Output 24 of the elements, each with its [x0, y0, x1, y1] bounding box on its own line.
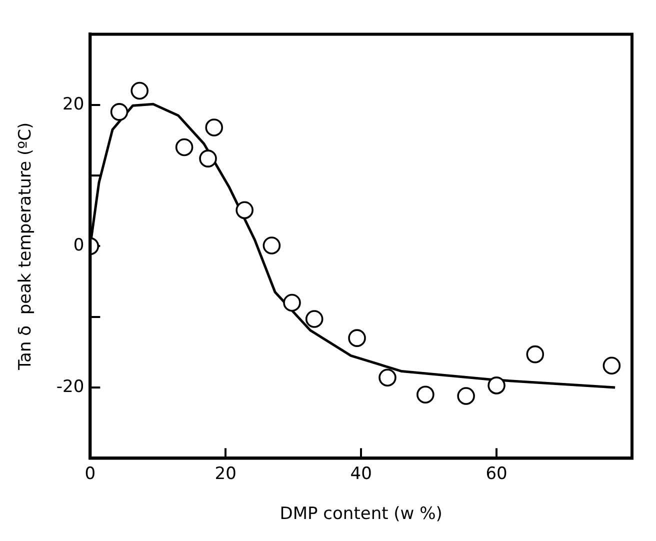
point: [305, 310, 324, 328]
point: [348, 329, 366, 347]
point: [110, 103, 128, 121]
point: [416, 386, 434, 404]
point: [602, 356, 621, 375]
y-tick-label: -20: [56, 376, 84, 397]
point: [262, 236, 281, 254]
point: [199, 150, 217, 168]
point: [175, 138, 194, 156]
point: [488, 376, 506, 394]
point: [205, 118, 224, 136]
point: [526, 345, 544, 364]
x-tick-label: 60: [486, 464, 508, 484]
point: [457, 387, 475, 405]
x-axis-title: DMP content (w %): [280, 504, 442, 524]
point: [378, 368, 396, 387]
point: [130, 82, 149, 100]
x-tick-label: 20: [214, 464, 236, 484]
point: [236, 201, 254, 220]
y-axis-title: Tan δ peak temperature (ºC): [16, 122, 36, 372]
point: [283, 294, 301, 312]
y-tick-label: 20: [62, 94, 84, 114]
y-tick-label: 0: [73, 236, 84, 256]
x-tick-label: 40: [350, 464, 372, 484]
